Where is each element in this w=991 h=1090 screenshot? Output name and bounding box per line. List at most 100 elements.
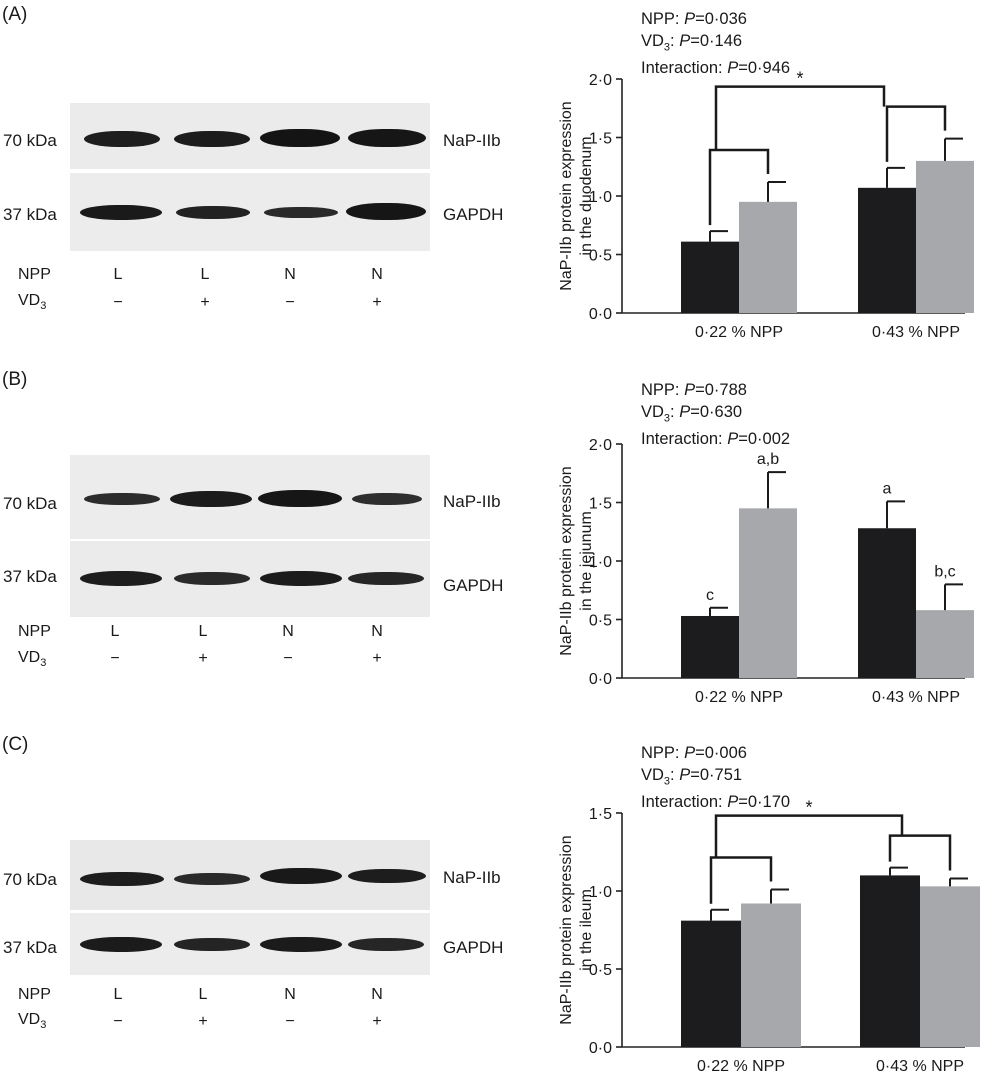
stats-block: NPP: P=0·036 VD3: P=0·146 Interaction: P… <box>641 9 790 80</box>
blot-image-top <box>70 103 430 169</box>
bar <box>860 875 920 1047</box>
protein-label-napiib: NaP-IIb <box>443 131 501 150</box>
x-category-label: 0·22 % NPP <box>695 324 783 341</box>
protein-label-napiib: NaP-IIb <box>443 492 501 511</box>
lane-vd3-4: + <box>372 650 382 667</box>
row-label-vd3: VD3 <box>18 649 47 670</box>
row-label-npp: NPP <box>18 266 51 283</box>
bar <box>741 903 801 1047</box>
comparison-bracket <box>709 856 773 904</box>
y-axis-label: NaP-IIb protein expression in the ileum <box>558 835 595 1024</box>
panel-a: (A) 70 kDa 37 kDa NaP-IIb GAPDH NPP VD3 … <box>0 0 991 360</box>
band <box>352 493 422 505</box>
row-label-vd3: VD3 <box>18 1011 47 1032</box>
band <box>174 131 250 147</box>
blot-image-bottom <box>70 173 430 251</box>
chart-1: 0·0 0·5 1·0 1·5 2·0 NaP-IIb protein expressio… <box>558 69 974 341</box>
comparison-bracket <box>888 834 952 871</box>
significance-letter: a,b <box>757 451 779 468</box>
protein-label-napiib: NaP-IIb <box>443 868 501 887</box>
bar <box>916 610 974 678</box>
x-category-label: 0·22 % NPP <box>697 1058 785 1075</box>
y-tick-label: 0·0 <box>589 671 612 688</box>
band <box>80 872 164 886</box>
lane-vd3-2: + <box>198 1013 208 1030</box>
chart-3: 0·0 0·5 1·0 1·5 NaP-IIb protein expression in… <box>558 798 980 1075</box>
marker-70kda: 70 kDa <box>3 870 57 889</box>
y-tick-label: 1·0 <box>589 884 612 901</box>
stats-block: NPP: P=0·788 VD3: P=0·630 Interaction: P… <box>641 380 790 451</box>
panel-label: (C) <box>2 734 29 755</box>
bar <box>681 241 739 313</box>
band <box>80 937 162 952</box>
significance-letter: a <box>883 480 892 497</box>
lane-vd3-3: − <box>285 294 295 311</box>
lane-vd3-2: + <box>200 294 210 311</box>
row-label-vd3: VD3 <box>18 292 47 313</box>
y-tick-label: 2·0 <box>589 437 612 454</box>
lane-npp-1: L <box>110 623 120 640</box>
y-tick-label: 1·0 <box>589 554 612 571</box>
y-tick-label: 2·0 <box>589 72 612 89</box>
marker-37kda: 37 kDa <box>3 205 57 224</box>
comparison-bracket <box>885 105 947 162</box>
lane-npp-3: N <box>282 623 294 640</box>
bar <box>858 187 916 313</box>
lane-vd3-4: + <box>372 294 382 311</box>
lane-npp-4: N <box>371 266 383 283</box>
bar <box>858 528 916 678</box>
lane-vd3-3: − <box>283 650 293 667</box>
significance-letter: c <box>706 587 714 604</box>
y-tick-label: 1·5 <box>589 131 612 148</box>
blot-image-bottom <box>70 541 430 617</box>
comparison-bracket <box>708 148 770 226</box>
bar <box>739 508 797 678</box>
marker-70kda: 70 kDa <box>3 494 57 513</box>
panel-label: (B) <box>2 369 28 390</box>
bar <box>739 201 797 313</box>
blot-image-top <box>70 840 430 910</box>
significance-letter: b,c <box>934 563 955 580</box>
y-tick-label: 1·0 <box>589 189 612 206</box>
lane-vd3-1: − <box>113 294 123 311</box>
band <box>260 571 342 586</box>
lane-npp-1: L <box>113 986 123 1003</box>
band <box>174 938 250 951</box>
group-comparison-bracket <box>714 814 904 858</box>
lane-npp-2: L <box>200 266 210 283</box>
y-axis-label: NaP-IIb protein expression in the duodenu… <box>558 101 595 290</box>
group-comparison-bracket <box>714 85 886 150</box>
lane-npp-1: L <box>113 266 123 283</box>
chart-2: 0·0 0·5 1·0 1·5 2·0 NaP-IIb protein expressio… <box>558 437 974 706</box>
panel-b: (B) 70 kDa 37 kDa NaP-IIb GAPDH NPP VD3 … <box>0 365 991 725</box>
y-tick-label: 0·5 <box>589 613 612 630</box>
band <box>84 131 160 147</box>
lane-npp-3: N <box>284 266 296 283</box>
stat-interaction: Interaction: P=0·946 <box>641 59 791 78</box>
stats-block: NPP: P=0·006 VD3: P=0·751 Interaction: P… <box>641 743 790 814</box>
stat-vd3: VD3: P=0·630 <box>641 402 743 424</box>
stat-npp: NPP: P=0·036 <box>641 10 747 28</box>
y-tick-label: 0·0 <box>589 1040 612 1057</box>
band <box>260 129 340 147</box>
band <box>264 207 338 218</box>
lane-vd3-1: − <box>110 650 120 667</box>
band <box>170 491 252 507</box>
bar <box>681 615 739 678</box>
stat-vd3: VD3: P=0·146 <box>641 31 743 53</box>
x-category-label: 0·43 % NPP <box>872 689 960 706</box>
band <box>260 868 342 884</box>
lane-vd3-4: + <box>372 1013 382 1030</box>
panel-label: (A) <box>2 4 28 25</box>
significance-star: * <box>805 798 812 818</box>
band <box>174 572 250 585</box>
x-category-label: 0·43 % NPP <box>876 1058 964 1075</box>
lane-npp-4: N <box>371 986 383 1003</box>
band <box>84 493 160 505</box>
band <box>348 129 426 147</box>
stat-vd3: VD3: P=0·751 <box>641 765 743 787</box>
protein-label-gapdh: GAPDH <box>443 205 504 224</box>
blot-image-bottom <box>70 913 430 975</box>
y-tick-label: 1·5 <box>589 496 612 513</box>
